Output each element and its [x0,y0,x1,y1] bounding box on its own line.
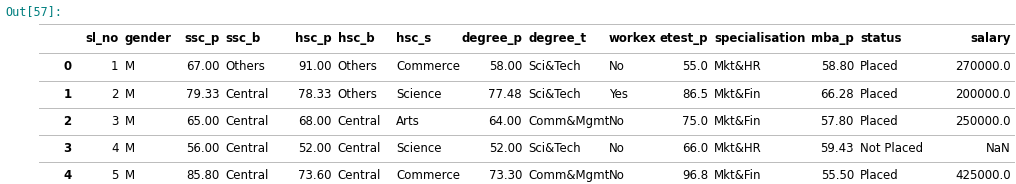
Text: Sci&Tech: Sci&Tech [528,88,581,101]
Text: Placed: Placed [861,61,899,73]
Text: specialisation: specialisation [714,32,806,45]
Text: M: M [125,169,135,182]
Text: Central: Central [337,169,381,182]
Text: Science: Science [396,88,441,101]
Text: 4: 4 [111,142,119,155]
Text: 2: 2 [63,115,71,128]
Text: gender: gender [125,32,172,45]
Text: Central: Central [226,169,269,182]
Text: Central: Central [337,142,381,155]
Text: 1: 1 [63,88,71,101]
Text: degree_t: degree_t [528,32,586,45]
Text: Comm&Mgmt: Comm&Mgmt [528,115,610,128]
Text: Placed: Placed [861,115,899,128]
Text: Science: Science [396,142,441,155]
Text: Comm&Mgmt: Comm&Mgmt [528,169,610,182]
Text: 68.00: 68.00 [298,115,331,128]
Text: Mkt&Fin: Mkt&Fin [714,115,762,128]
Text: 52.00: 52.00 [298,142,331,155]
Text: 3: 3 [111,115,119,128]
Text: No: No [609,169,625,182]
Text: hsc_p: hsc_p [295,32,331,45]
Text: 58.80: 58.80 [821,61,854,73]
Text: NaN: NaN [987,142,1011,155]
Text: hsc_s: hsc_s [396,32,431,45]
Text: Others: Others [337,88,378,101]
Text: Mkt&Fin: Mkt&Fin [714,169,762,182]
Text: 65.00: 65.00 [186,115,219,128]
Text: M: M [125,115,135,128]
Text: 66.0: 66.0 [682,142,708,155]
Text: 59.43: 59.43 [821,142,854,155]
Text: 64.00: 64.00 [489,115,522,128]
Text: etest_p: etest_p [659,32,708,45]
Text: No: No [609,142,625,155]
Text: 0: 0 [63,61,71,73]
Text: 79.33: 79.33 [186,88,219,101]
Text: salary: salary [970,32,1011,45]
Text: 200000.0: 200000.0 [955,88,1011,101]
Text: Out[57]:: Out[57]: [5,6,62,19]
Text: 57.80: 57.80 [821,115,854,128]
Text: No: No [609,61,625,73]
Text: Central: Central [226,142,269,155]
Text: mba_p: mba_p [811,32,854,45]
Text: Central: Central [226,88,269,101]
Text: Yes: Yes [609,88,628,101]
Text: 4: 4 [63,169,71,182]
Text: 1: 1 [111,61,119,73]
Text: 52.00: 52.00 [489,142,522,155]
Text: Others: Others [337,61,378,73]
Text: Central: Central [337,115,381,128]
Text: 3: 3 [63,142,71,155]
Text: 55.50: 55.50 [821,169,854,182]
Text: 67.00: 67.00 [186,61,219,73]
Text: 75.0: 75.0 [682,115,708,128]
Text: M: M [125,88,135,101]
Text: ssc_b: ssc_b [226,32,261,45]
Text: 96.8: 96.8 [682,169,708,182]
Text: 56.00: 56.00 [186,142,219,155]
Text: 250000.0: 250000.0 [955,115,1011,128]
Text: 86.5: 86.5 [682,88,708,101]
Text: status: status [861,32,901,45]
Text: degree_p: degree_p [461,32,522,45]
Text: hsc_b: hsc_b [337,32,374,45]
Text: Mkt&HR: Mkt&HR [714,61,762,73]
Text: 73.30: 73.30 [489,169,522,182]
Text: Mkt&HR: Mkt&HR [714,142,762,155]
Text: 73.60: 73.60 [298,169,331,182]
Text: M: M [125,61,135,73]
Text: 55.0: 55.0 [683,61,708,73]
Text: M: M [125,142,135,155]
Text: 425000.0: 425000.0 [955,169,1011,182]
Text: 270000.0: 270000.0 [955,61,1011,73]
Text: Commerce: Commerce [396,61,460,73]
Text: Commerce: Commerce [396,169,460,182]
Text: Not Placed: Not Placed [861,142,924,155]
Text: Arts: Arts [396,115,420,128]
Text: Sci&Tech: Sci&Tech [528,61,581,73]
Text: 5: 5 [111,169,119,182]
Text: Placed: Placed [861,88,899,101]
Text: 91.00: 91.00 [298,61,331,73]
Text: 85.80: 85.80 [186,169,219,182]
Text: 77.48: 77.48 [489,88,522,101]
Text: Mkt&Fin: Mkt&Fin [714,88,762,101]
Text: Placed: Placed [861,169,899,182]
Text: Central: Central [226,115,269,128]
Text: ssc_p: ssc_p [184,32,219,45]
Text: 66.28: 66.28 [820,88,854,101]
Text: Others: Others [226,61,265,73]
Text: 78.33: 78.33 [298,88,331,101]
Text: Sci&Tech: Sci&Tech [528,142,581,155]
Text: workex: workex [609,32,656,45]
Text: sl_no: sl_no [85,32,119,45]
Text: 2: 2 [111,88,119,101]
Text: 58.00: 58.00 [489,61,522,73]
Text: No: No [609,115,625,128]
